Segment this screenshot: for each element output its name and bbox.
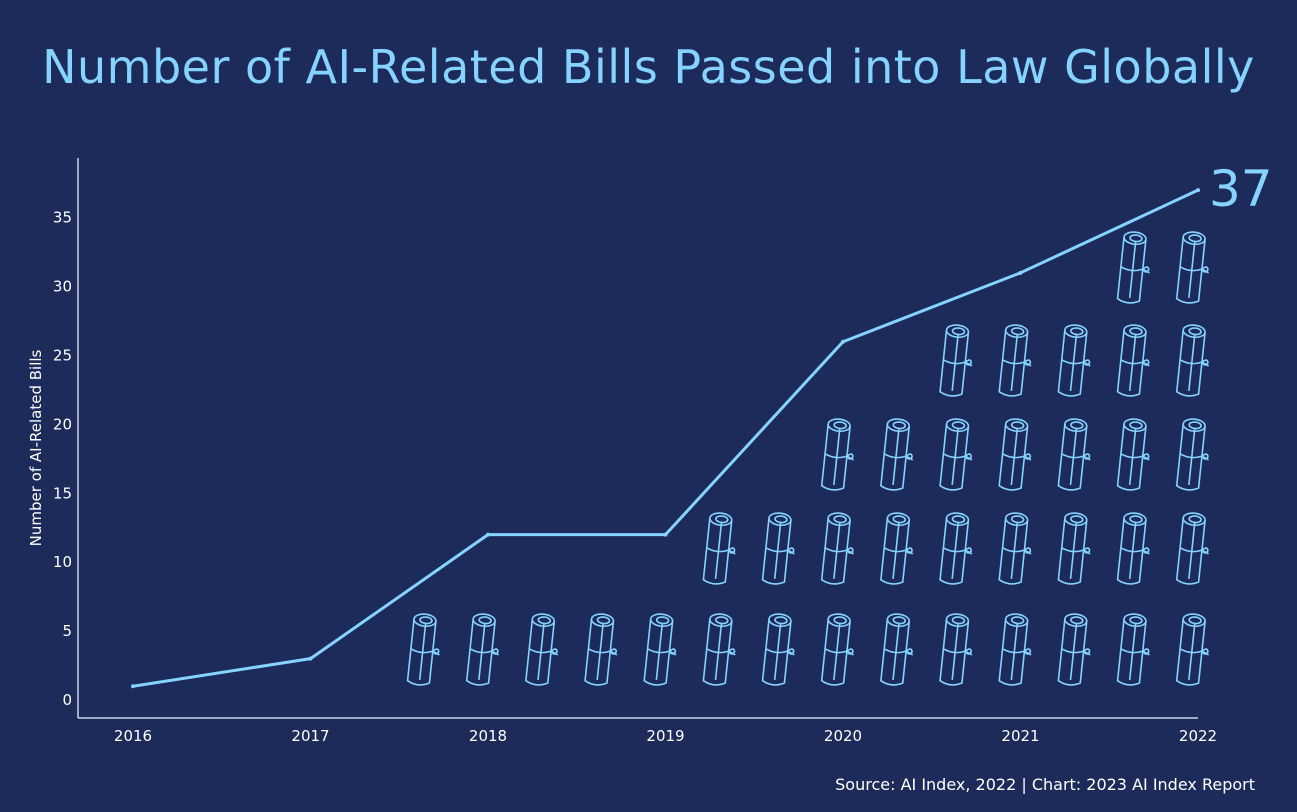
x-tick-label: 2017 [291,727,329,745]
scroll-icon [820,613,854,686]
scroll-icons [406,231,1209,686]
x-tick-label: 2018 [469,727,507,745]
y-axis-title: Number of AI-Related Bills [27,349,45,546]
scroll-icon [880,512,914,585]
scroll-icon [1116,324,1150,397]
scroll-icon [702,512,736,585]
data-point [1018,270,1023,275]
y-tick-label: 5 [62,622,72,640]
final-value-label: 37 [1209,160,1273,218]
scroll-icon [1175,231,1209,304]
scroll-icon [880,418,914,491]
scroll-icon [702,613,736,686]
scroll-icon [643,613,677,686]
scroll-icon [939,324,973,397]
scroll-icon [1057,324,1091,397]
data-point [841,339,845,344]
scroll-icon [761,613,795,686]
y-tick-label: 15 [53,484,72,502]
scroll-icon [998,512,1032,585]
scroll-icon [1057,512,1091,585]
data-point [1196,188,1200,193]
y-tick-label: 0 [62,691,72,709]
x-tick-label: 2016 [114,727,152,745]
scroll-icon [1116,512,1150,585]
y-tick-label: 25 [53,347,72,365]
scroll-icon [1057,613,1091,686]
scroll-icon [406,613,440,686]
scroll-icon [1116,418,1150,491]
source-note: Source: AI Index, 2022 | Chart: 2023 AI … [835,775,1255,794]
y-tick-label: 10 [53,553,72,571]
data-point [308,656,313,661]
scroll-icon [939,512,973,585]
scroll-icon [820,512,854,585]
scroll-icon [465,613,499,686]
scroll-icon [1175,418,1209,491]
scroll-icon [820,418,854,491]
y-tick-label: 20 [53,415,72,433]
y-tick-label: 30 [53,278,72,296]
scroll-icon [998,613,1032,686]
x-tick-label: 2019 [646,727,684,745]
chart-title: Number of AI-Related Bills Passed into L… [42,40,1255,94]
series-line [131,188,1200,688]
scroll-icon [939,613,973,686]
scroll-icon [998,324,1032,397]
scroll-icon [761,512,795,585]
scroll-icon [1175,613,1209,686]
x-tick-label: 2020 [824,727,862,745]
data-point [131,684,135,689]
data-point [663,532,668,537]
scroll-icon [525,613,559,686]
y-tick-label: 35 [53,209,72,227]
scroll-icon [998,418,1032,491]
scroll-icon [584,613,618,686]
scroll-icon [1057,418,1091,491]
scroll-icon [1175,512,1209,585]
x-tick-label: 2022 [1179,727,1217,745]
x-tick-label: 2021 [1001,727,1039,745]
scroll-icon [880,613,914,686]
scroll-icon [1116,613,1150,686]
scroll-icon [1175,324,1209,397]
data-point [486,532,490,537]
scroll-icon [939,418,973,491]
scroll-icon [1116,231,1150,304]
